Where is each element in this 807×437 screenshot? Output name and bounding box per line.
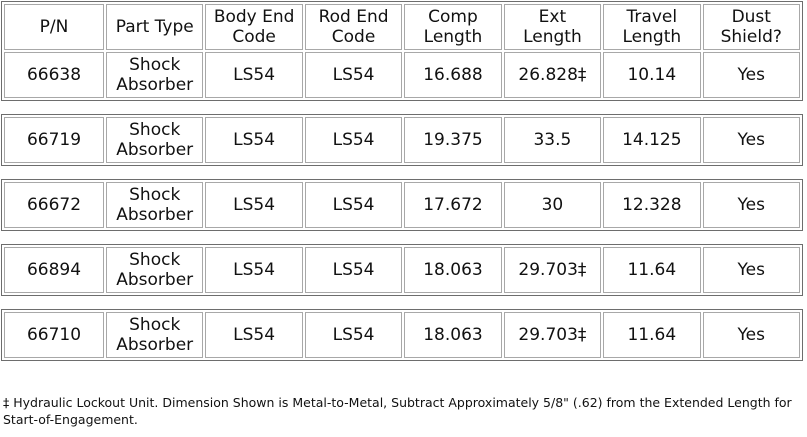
data-row-cell: LS54 (304, 52, 403, 98)
data-row-cell: 66638 (4, 52, 104, 98)
header-row-cell: Ext Length (503, 4, 602, 50)
header-row-cell: Travel Length (603, 4, 701, 50)
data-row-cell: LS54 (205, 182, 303, 228)
data-row: 66710 Shock Absorber LS54 LS54 18.063 29.703‡… (4, 312, 800, 358)
data-row-cell: 10.14 (603, 52, 701, 98)
data-row-cell: Shock Absorber (106, 312, 204, 358)
data-row-cell: 17.672 (404, 182, 502, 228)
data-row-cell: Yes (702, 312, 800, 358)
data-row-cell: Yes (702, 117, 800, 163)
data-row-cell: Shock Absorber (106, 52, 204, 98)
header-row-cell: Comp Length (404, 4, 502, 50)
footnote: ‡ Hydraulic Lockout Unit. Dimension Show… (3, 395, 792, 427)
data-row: 66894 Shock Absorber LS54 LS54 18.063 29.703‡… (4, 247, 800, 293)
data-row-cell: Shock Absorber (106, 117, 204, 163)
data-row-cell: 16.688 (404, 52, 502, 98)
table-body: 66894 Shock Absorber LS54 LS54 18.063 29.703‡… (4, 247, 800, 293)
data-row-cell: 12.328 (603, 182, 701, 228)
header-row-cell: Rod End Code (304, 4, 403, 50)
data-row-cell: 19.375 (404, 117, 502, 163)
row-table: 66672 Shock Absorber LS54 LS54 17.672 30 12.32… (1, 179, 803, 231)
data-row-cell: LS54 (205, 312, 303, 358)
header-row-cell: Part Type (106, 4, 204, 50)
data-row-cell: 33.5 (503, 117, 602, 163)
data-row-cell: Yes (702, 247, 800, 293)
row-table: 66719 Shock Absorber LS54 LS54 19.375 33.5 14.… (1, 114, 803, 166)
header-row-cell: Body End Code (205, 4, 303, 50)
data-row-cell: 66894 (4, 247, 104, 293)
data-row-cell: LS54 (205, 117, 303, 163)
data-row-cell: Shock Absorber (106, 182, 204, 228)
data-row-cell: LS54 (205, 247, 303, 293)
header-row-cell: P/N (4, 4, 104, 50)
header-row-cell: Dust Shield? (702, 4, 800, 50)
data-row-cell: 66672 (4, 182, 104, 228)
data-row-cell: 14.125 (603, 117, 701, 163)
data-row-cell: LS54 (304, 117, 403, 163)
data-row-cell: 11.64 (603, 312, 701, 358)
row-table: P/N Part Type Body End Code Rod End Code Com… (1, 1, 803, 101)
data-row-cell: 29.703‡ (503, 247, 602, 293)
data-row-cell: 11.64 (603, 247, 701, 293)
data-row-cell: LS54 (205, 52, 303, 98)
data-row-cell: 18.063 (404, 247, 502, 293)
data-row-cell: Yes (702, 182, 800, 228)
data-row-cell: LS54 (304, 182, 403, 228)
spec-tables: P/N Part Type Body End Code Rod End Code Com… (1, 1, 803, 374)
row-table: 66894 Shock Absorber LS54 LS54 18.063 29.703‡… (1, 244, 803, 296)
row-table: 66710 Shock Absorber LS54 LS54 18.063 29.703‡… (1, 309, 803, 361)
data-row-cell: LS54 (304, 312, 403, 358)
data-row-cell: Shock Absorber (106, 247, 204, 293)
data-row-cell: 29.703‡ (503, 312, 602, 358)
header-row: P/N Part Type Body End Code Rod End Code Com… (4, 4, 800, 50)
table-body: 66710 Shock Absorber LS54 LS54 18.063 29.703‡… (4, 312, 800, 358)
data-row-cell: 18.063 (404, 312, 502, 358)
table-body: 66672 Shock Absorber LS54 LS54 17.672 30 12.32… (4, 182, 800, 228)
table-body: P/N Part Type Body End Code Rod End Code Com… (4, 4, 800, 98)
data-row-cell: 30 (503, 182, 602, 228)
table-body: 66719 Shock Absorber LS54 LS54 19.375 33.5 14.… (4, 117, 800, 163)
data-row-cell: 66710 (4, 312, 104, 358)
data-row-cell: 26.828‡ (503, 52, 602, 98)
data-row: 66638 Shock Absorber LS54 LS54 16.688 26.828‡… (4, 52, 800, 98)
data-row-cell: LS54 (304, 247, 403, 293)
data-row-cell: Yes (702, 52, 800, 98)
data-row: 66719 Shock Absorber LS54 LS54 19.375 33.5 14.… (4, 117, 800, 163)
data-row: 66672 Shock Absorber LS54 LS54 17.672 30 12.32… (4, 182, 800, 228)
data-row-cell: 66719 (4, 117, 104, 163)
